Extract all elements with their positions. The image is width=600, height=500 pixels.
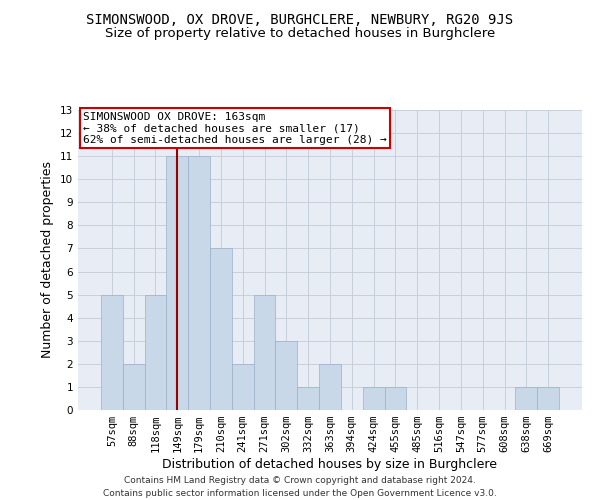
- Text: SIMONSWOOD, OX DROVE, BURGHCLERE, NEWBURY, RG20 9JS: SIMONSWOOD, OX DROVE, BURGHCLERE, NEWBUR…: [86, 12, 514, 26]
- Text: Size of property relative to detached houses in Burghclere: Size of property relative to detached ho…: [105, 28, 495, 40]
- Bar: [166, 156, 188, 410]
- Bar: [363, 387, 385, 410]
- Bar: [188, 156, 210, 410]
- Bar: [297, 387, 319, 410]
- Bar: [210, 248, 232, 410]
- Bar: [319, 364, 341, 410]
- Text: Contains HM Land Registry data © Crown copyright and database right 2024.: Contains HM Land Registry data © Crown c…: [124, 476, 476, 485]
- Bar: [275, 341, 297, 410]
- Text: Contains public sector information licensed under the Open Government Licence v3: Contains public sector information licen…: [103, 488, 497, 498]
- Y-axis label: Number of detached properties: Number of detached properties: [41, 162, 55, 358]
- X-axis label: Distribution of detached houses by size in Burghclere: Distribution of detached houses by size …: [163, 458, 497, 471]
- Bar: [232, 364, 254, 410]
- Text: SIMONSWOOD OX DROVE: 163sqm
← 38% of detached houses are smaller (17)
62% of sem: SIMONSWOOD OX DROVE: 163sqm ← 38% of det…: [83, 112, 387, 144]
- Bar: [254, 294, 275, 410]
- Bar: [385, 387, 406, 410]
- Bar: [537, 387, 559, 410]
- Bar: [145, 294, 166, 410]
- Bar: [123, 364, 145, 410]
- Bar: [515, 387, 537, 410]
- Bar: [101, 294, 123, 410]
